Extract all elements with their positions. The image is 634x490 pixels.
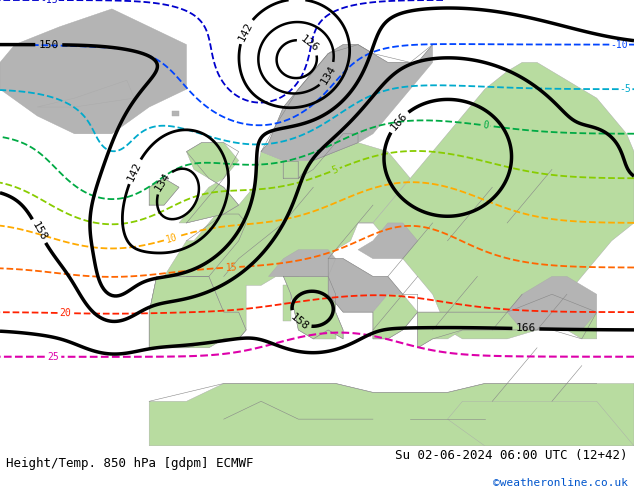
Polygon shape: [328, 259, 403, 312]
Text: 166: 166: [515, 323, 536, 334]
Polygon shape: [261, 45, 432, 161]
Polygon shape: [358, 223, 418, 259]
Text: Height/Temp. 850 hPa [gdpm] ECMWF: Height/Temp. 850 hPa [gdpm] ECMWF: [6, 457, 254, 469]
Polygon shape: [283, 276, 343, 339]
Polygon shape: [448, 401, 634, 446]
Polygon shape: [37, 80, 134, 107]
Text: 134: 134: [153, 171, 172, 193]
Polygon shape: [418, 294, 597, 348]
Text: 158: 158: [30, 220, 48, 243]
Polygon shape: [0, 9, 186, 134]
Text: -5: -5: [619, 84, 631, 94]
Text: -10: -10: [611, 40, 628, 49]
Polygon shape: [149, 178, 179, 205]
Polygon shape: [149, 384, 634, 446]
Polygon shape: [283, 303, 291, 321]
Text: 166: 166: [388, 111, 409, 132]
Polygon shape: [373, 294, 418, 339]
Text: 150: 150: [39, 40, 59, 50]
Text: 20: 20: [60, 308, 72, 318]
Text: 10: 10: [165, 232, 179, 245]
Text: 142: 142: [236, 20, 254, 43]
Text: 25: 25: [47, 352, 59, 362]
Text: Su 02-06-2024 06:00 UTC (12+42): Su 02-06-2024 06:00 UTC (12+42): [395, 449, 628, 462]
Polygon shape: [313, 330, 335, 339]
Text: -15: -15: [40, 0, 58, 5]
Polygon shape: [507, 276, 597, 330]
Polygon shape: [358, 62, 634, 339]
Text: ©weatheronline.co.uk: ©weatheronline.co.uk: [493, 478, 628, 488]
Polygon shape: [149, 276, 246, 348]
Text: 126: 126: [299, 34, 321, 54]
Text: 158: 158: [288, 311, 310, 332]
Polygon shape: [283, 285, 291, 303]
Text: 142: 142: [126, 160, 143, 183]
Polygon shape: [172, 111, 179, 116]
Polygon shape: [283, 161, 299, 178]
Polygon shape: [269, 250, 335, 276]
Text: 15: 15: [225, 262, 237, 273]
Text: 0: 0: [482, 120, 489, 131]
Polygon shape: [149, 143, 410, 348]
Text: 134: 134: [319, 63, 338, 86]
Text: 5: 5: [330, 164, 340, 175]
Polygon shape: [179, 143, 238, 223]
